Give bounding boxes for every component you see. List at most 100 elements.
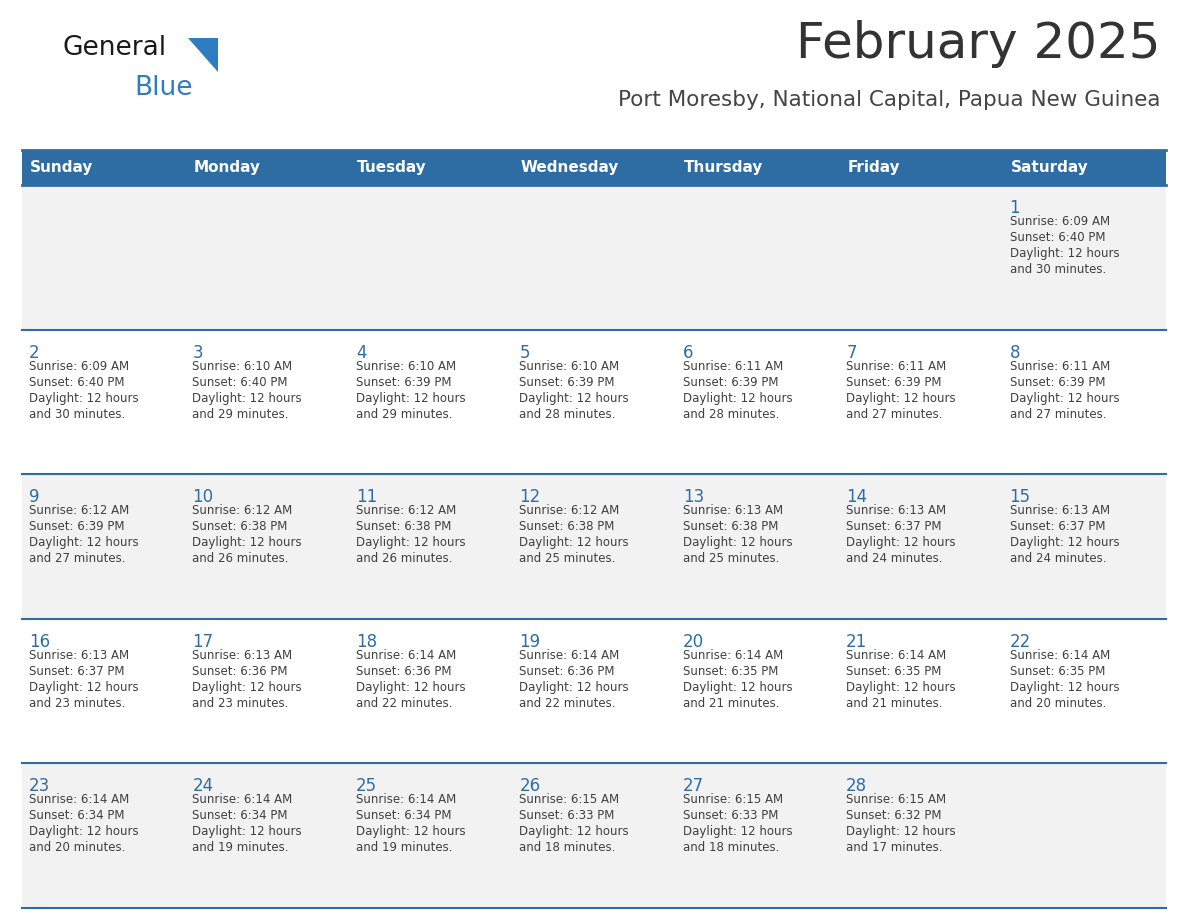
Text: Sunset: 6:36 PM: Sunset: 6:36 PM xyxy=(519,665,614,677)
Text: Sunrise: 6:12 AM: Sunrise: 6:12 AM xyxy=(519,504,619,517)
Bar xyxy=(23,619,1165,764)
Text: Daylight: 12 hours: Daylight: 12 hours xyxy=(356,681,466,694)
Text: Daylight: 12 hours: Daylight: 12 hours xyxy=(519,392,628,405)
Text: and 21 minutes.: and 21 minutes. xyxy=(683,697,779,710)
Text: and 21 minutes.: and 21 minutes. xyxy=(846,697,942,710)
Text: and 23 minutes.: and 23 minutes. xyxy=(192,697,289,710)
Text: and 22 minutes.: and 22 minutes. xyxy=(356,697,453,710)
Text: 4: 4 xyxy=(356,343,366,362)
Text: Sunrise: 6:15 AM: Sunrise: 6:15 AM xyxy=(683,793,783,806)
Text: 28: 28 xyxy=(846,778,867,795)
Text: Saturday: Saturday xyxy=(1011,160,1088,175)
Text: Sunrise: 6:14 AM: Sunrise: 6:14 AM xyxy=(1010,649,1110,662)
Text: Sunrise: 6:10 AM: Sunrise: 6:10 AM xyxy=(356,360,456,373)
Text: Daylight: 12 hours: Daylight: 12 hours xyxy=(1010,681,1119,694)
Text: Thursday: Thursday xyxy=(684,160,763,175)
Text: Daylight: 12 hours: Daylight: 12 hours xyxy=(683,681,792,694)
Text: and 27 minutes.: and 27 minutes. xyxy=(846,408,942,420)
Text: Daylight: 12 hours: Daylight: 12 hours xyxy=(683,825,792,838)
Text: Sunrise: 6:13 AM: Sunrise: 6:13 AM xyxy=(29,649,129,662)
Text: Daylight: 12 hours: Daylight: 12 hours xyxy=(846,536,956,549)
Text: Sunset: 6:35 PM: Sunset: 6:35 PM xyxy=(683,665,778,677)
Text: Sunset: 6:36 PM: Sunset: 6:36 PM xyxy=(192,665,287,677)
Text: Friday: Friday xyxy=(847,160,899,175)
Text: 12: 12 xyxy=(519,488,541,506)
Bar xyxy=(23,330,1165,475)
Bar xyxy=(23,150,1165,185)
Text: Sunset: 6:37 PM: Sunset: 6:37 PM xyxy=(846,521,942,533)
Text: Sunrise: 6:14 AM: Sunrise: 6:14 AM xyxy=(519,649,619,662)
Text: Sunset: 6:37 PM: Sunset: 6:37 PM xyxy=(29,665,125,677)
Text: Daylight: 12 hours: Daylight: 12 hours xyxy=(1010,247,1119,260)
Text: Daylight: 12 hours: Daylight: 12 hours xyxy=(1010,392,1119,405)
Text: Sunrise: 6:12 AM: Sunrise: 6:12 AM xyxy=(192,504,292,517)
Text: Sunrise: 6:15 AM: Sunrise: 6:15 AM xyxy=(846,793,947,806)
Polygon shape xyxy=(188,38,219,72)
Text: 14: 14 xyxy=(846,488,867,506)
Text: Daylight: 12 hours: Daylight: 12 hours xyxy=(192,681,302,694)
Text: Sunrise: 6:11 AM: Sunrise: 6:11 AM xyxy=(846,360,947,373)
Text: and 18 minutes.: and 18 minutes. xyxy=(683,842,779,855)
Text: 5: 5 xyxy=(519,343,530,362)
Text: Sunrise: 6:13 AM: Sunrise: 6:13 AM xyxy=(683,504,783,517)
Text: 22: 22 xyxy=(1010,633,1031,651)
Text: Sunset: 6:32 PM: Sunset: 6:32 PM xyxy=(846,810,942,823)
Text: Daylight: 12 hours: Daylight: 12 hours xyxy=(192,825,302,838)
Text: 8: 8 xyxy=(1010,343,1020,362)
Text: Sunset: 6:39 PM: Sunset: 6:39 PM xyxy=(683,375,778,388)
Text: and 19 minutes.: and 19 minutes. xyxy=(356,842,453,855)
Text: 18: 18 xyxy=(356,633,377,651)
Text: Daylight: 12 hours: Daylight: 12 hours xyxy=(29,825,139,838)
Text: Sunset: 6:36 PM: Sunset: 6:36 PM xyxy=(356,665,451,677)
Text: 25: 25 xyxy=(356,778,377,795)
Text: Sunrise: 6:13 AM: Sunrise: 6:13 AM xyxy=(846,504,947,517)
Text: 26: 26 xyxy=(519,778,541,795)
Text: Sunrise: 6:14 AM: Sunrise: 6:14 AM xyxy=(356,649,456,662)
Text: Daylight: 12 hours: Daylight: 12 hours xyxy=(29,536,139,549)
Text: Sunset: 6:34 PM: Sunset: 6:34 PM xyxy=(356,810,451,823)
Text: and 30 minutes.: and 30 minutes. xyxy=(29,408,125,420)
Text: and 24 minutes.: and 24 minutes. xyxy=(846,553,942,565)
Text: and 29 minutes.: and 29 minutes. xyxy=(192,408,289,420)
Text: and 20 minutes.: and 20 minutes. xyxy=(1010,697,1106,710)
Text: Port Moresby, National Capital, Papua New Guinea: Port Moresby, National Capital, Papua Ne… xyxy=(618,90,1159,110)
Text: Sunset: 6:33 PM: Sunset: 6:33 PM xyxy=(519,810,614,823)
Text: Sunrise: 6:14 AM: Sunrise: 6:14 AM xyxy=(356,793,456,806)
Text: and 18 minutes.: and 18 minutes. xyxy=(519,842,615,855)
Text: Sunrise: 6:12 AM: Sunrise: 6:12 AM xyxy=(29,504,129,517)
Text: Sunset: 6:38 PM: Sunset: 6:38 PM xyxy=(519,521,614,533)
Text: Daylight: 12 hours: Daylight: 12 hours xyxy=(846,825,956,838)
Text: February 2025: February 2025 xyxy=(796,20,1159,68)
Text: Daylight: 12 hours: Daylight: 12 hours xyxy=(192,536,302,549)
Text: Wednesday: Wednesday xyxy=(520,160,619,175)
Text: Sunrise: 6:09 AM: Sunrise: 6:09 AM xyxy=(1010,215,1110,228)
Text: Daylight: 12 hours: Daylight: 12 hours xyxy=(356,392,466,405)
Text: Daylight: 12 hours: Daylight: 12 hours xyxy=(846,392,956,405)
Text: Sunset: 6:40 PM: Sunset: 6:40 PM xyxy=(29,375,125,388)
Text: and 26 minutes.: and 26 minutes. xyxy=(192,553,289,565)
Text: Sunset: 6:35 PM: Sunset: 6:35 PM xyxy=(846,665,942,677)
Text: Sunset: 6:34 PM: Sunset: 6:34 PM xyxy=(192,810,287,823)
Text: 1: 1 xyxy=(1010,199,1020,217)
Bar xyxy=(23,764,1165,908)
Text: and 28 minutes.: and 28 minutes. xyxy=(683,408,779,420)
Text: and 23 minutes.: and 23 minutes. xyxy=(29,697,126,710)
Text: Daylight: 12 hours: Daylight: 12 hours xyxy=(1010,536,1119,549)
Text: and 17 minutes.: and 17 minutes. xyxy=(846,842,942,855)
Text: Sunrise: 6:15 AM: Sunrise: 6:15 AM xyxy=(519,793,619,806)
Text: 6: 6 xyxy=(683,343,694,362)
Bar xyxy=(23,185,1165,330)
Text: 15: 15 xyxy=(1010,488,1031,506)
Text: 9: 9 xyxy=(29,488,39,506)
Text: 10: 10 xyxy=(192,488,214,506)
Text: Sunrise: 6:14 AM: Sunrise: 6:14 AM xyxy=(29,793,129,806)
Text: Sunset: 6:39 PM: Sunset: 6:39 PM xyxy=(846,375,942,388)
Text: and 29 minutes.: and 29 minutes. xyxy=(356,408,453,420)
Text: Sunday: Sunday xyxy=(30,160,94,175)
Text: and 25 minutes.: and 25 minutes. xyxy=(519,553,615,565)
Text: 21: 21 xyxy=(846,633,867,651)
Text: Sunrise: 6:12 AM: Sunrise: 6:12 AM xyxy=(356,504,456,517)
Text: Sunrise: 6:14 AM: Sunrise: 6:14 AM xyxy=(192,793,292,806)
Text: Sunset: 6:39 PM: Sunset: 6:39 PM xyxy=(519,375,614,388)
Text: Sunset: 6:40 PM: Sunset: 6:40 PM xyxy=(192,375,287,388)
